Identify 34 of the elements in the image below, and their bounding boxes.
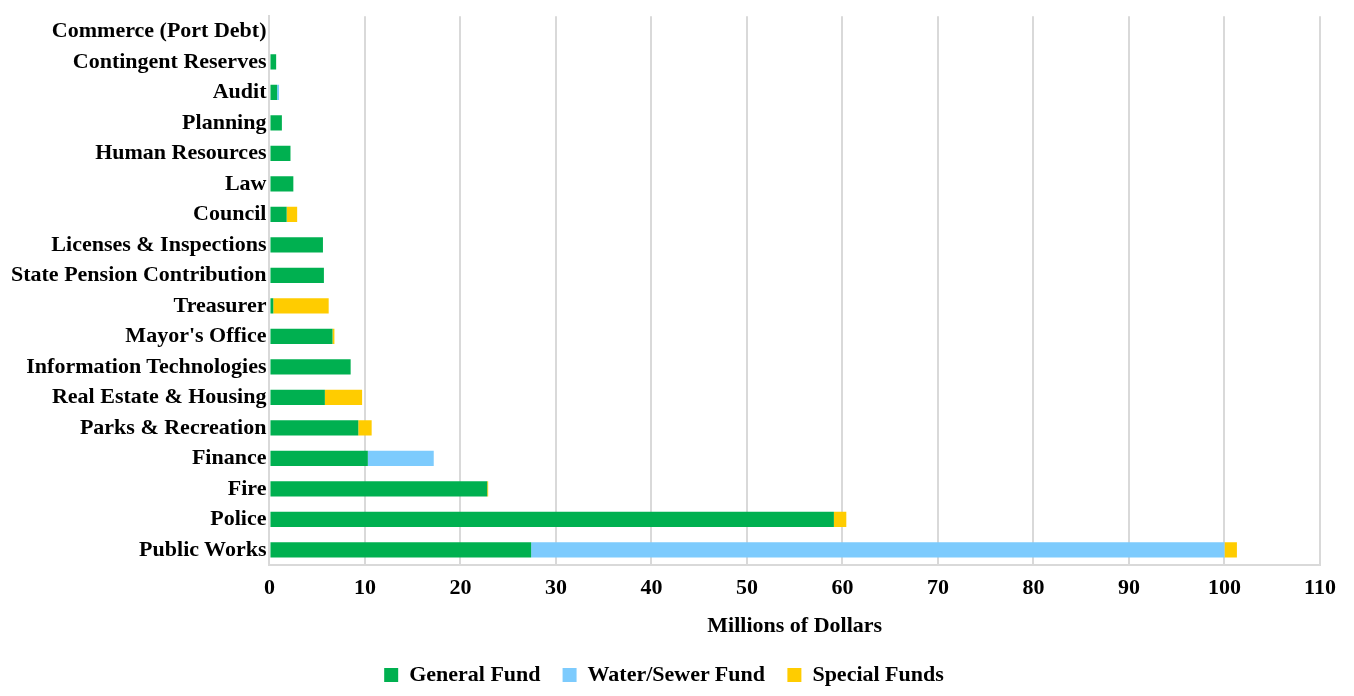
y-tick-label: Police	[210, 505, 267, 531]
x-tick-label: 80	[1022, 574, 1045, 600]
y-tick-label: Law	[224, 169, 267, 195]
y-tick-label: Parks & Recreation	[79, 413, 267, 439]
y-tick-label: Human Resources	[95, 139, 267, 165]
y-tick-label: Real Estate & Housing	[51, 383, 267, 409]
x-tick-label: 10	[353, 574, 376, 600]
x-tick-label: 20	[449, 574, 472, 600]
y-tick-label: Fire	[227, 474, 267, 500]
y-tick-label: Audit	[212, 78, 268, 104]
x-axis-title: Millions of Dollars	[707, 612, 883, 638]
legend-label: Special Funds	[812, 660, 945, 686]
x-tick-label: 110	[1304, 574, 1336, 600]
x-tick-label: 60	[831, 574, 854, 600]
y-tick-label: Planning	[182, 108, 267, 134]
legend-label: General Fund	[409, 660, 541, 686]
x-tick-label: 40	[640, 574, 663, 600]
y-tick-label: Finance	[191, 444, 267, 470]
y-tick-label: Treasurer	[173, 291, 267, 317]
y-tick-label: State Pension Contribution	[10, 261, 267, 287]
x-tick-label: 30	[544, 574, 567, 600]
x-tick-label: 100	[1208, 574, 1241, 600]
y-tick-label: Commerce (Port Debt)	[51, 17, 267, 43]
x-tick-label: 0	[263, 574, 275, 600]
y-tick-label: Public Works	[139, 535, 267, 561]
legend-label: Water/Sewer Fund	[587, 660, 765, 686]
y-tick-label: Information Technologies	[26, 352, 267, 378]
x-tick-label: 90	[1117, 574, 1140, 600]
x-tick-label: 70	[926, 574, 949, 600]
y-tick-label: Mayor's Office	[125, 322, 267, 348]
y-tick-label: Licenses & Inspections	[51, 230, 267, 256]
x-tick-label: 50	[735, 574, 758, 600]
y-tick-label: Contingent Reserves	[72, 47, 267, 73]
y-tick-label: Council	[193, 200, 267, 226]
